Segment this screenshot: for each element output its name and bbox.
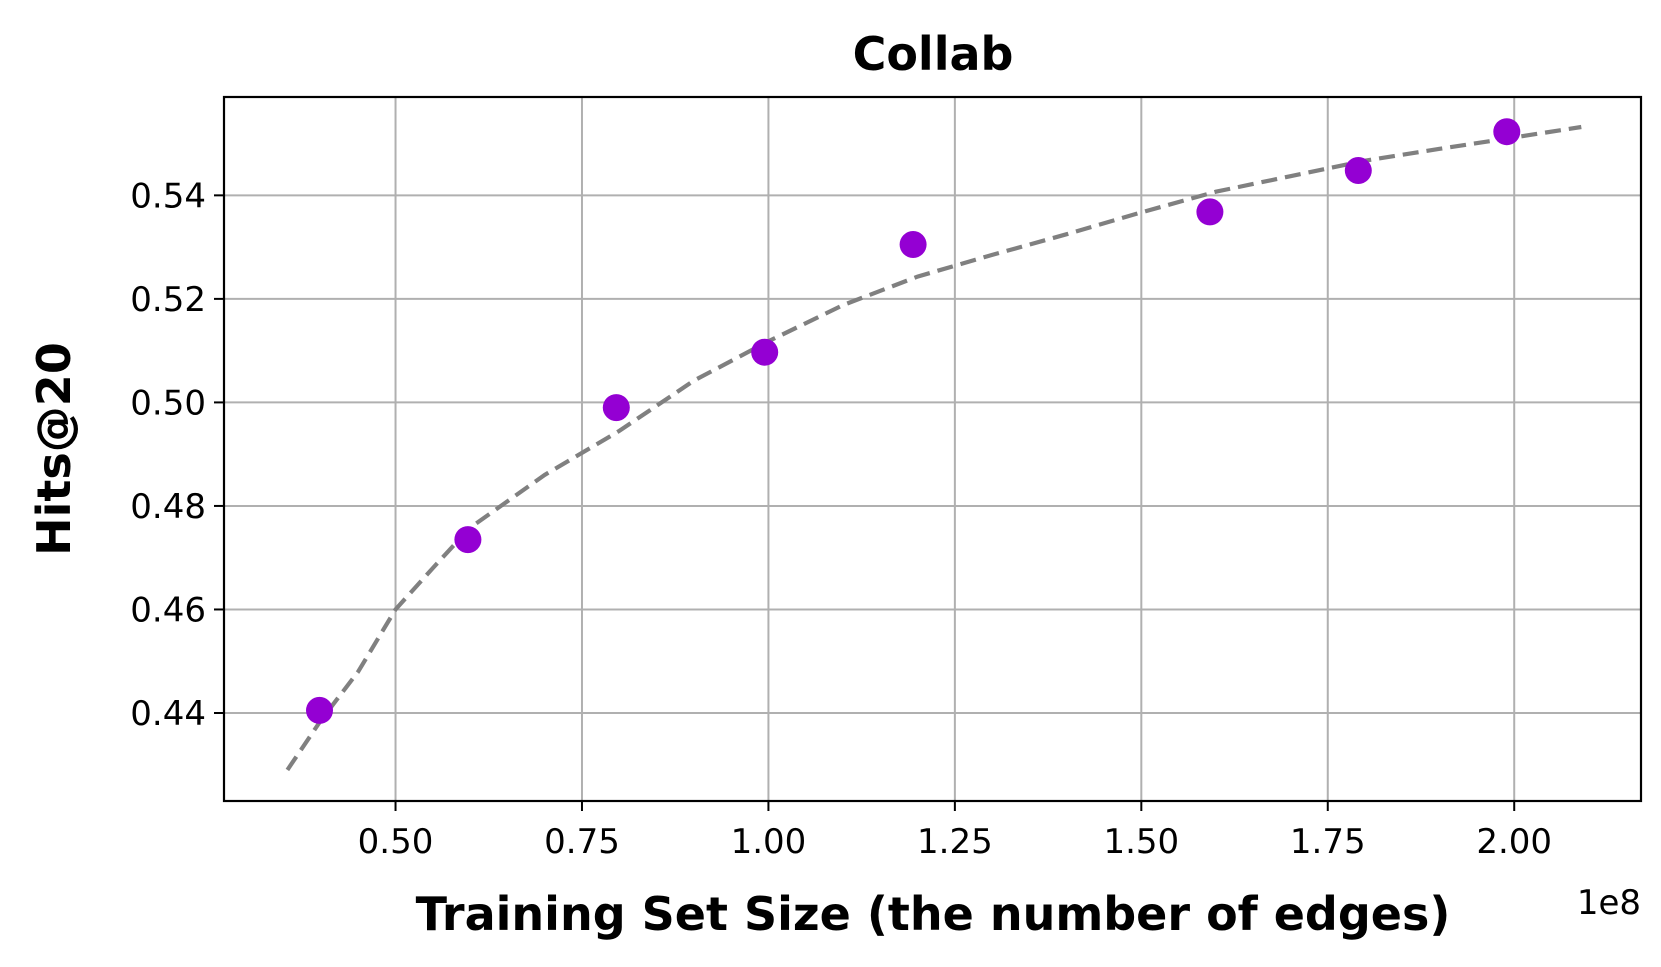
x-tick-label: 2.00: [1476, 822, 1552, 862]
grid: [224, 97, 1641, 801]
x-axis-ticks: 0.50 0.75 1.00 1.25 1.50 1.75 2.00: [358, 801, 1552, 862]
x-tick-label: 0.75: [544, 822, 620, 862]
scatter-point: [454, 526, 482, 554]
x-axis-label: Training Set Size (the number of edges): [416, 887, 1451, 941]
scatter-points: [306, 118, 1521, 724]
scatter-point: [751, 338, 779, 366]
y-tick-label: 0.52: [130, 280, 206, 320]
y-tick-label: 0.46: [130, 590, 206, 630]
plot-frame: [222, 95, 1643, 803]
x-tick-label: 0.50: [358, 822, 434, 862]
y-tick-label: 0.54: [130, 176, 206, 216]
y-axis-ticks: 0.44 0.46 0.48 0.50 0.52 0.54: [130, 176, 224, 734]
fit-curve-line: [285, 124, 1582, 772]
x-tick-label: 1.25: [917, 822, 993, 862]
y-tick-label: 0.48: [130, 487, 206, 527]
y-axis-label: Hits@20: [27, 342, 81, 556]
scatter-point: [602, 394, 630, 422]
y-tick-label: 0.50: [130, 383, 206, 423]
scatter-point: [1196, 198, 1224, 226]
scatter-point: [306, 696, 333, 724]
x-tick-label: 1.00: [731, 822, 807, 862]
scatter-point: [1493, 118, 1521, 146]
x-tick-label: 1.50: [1103, 822, 1179, 862]
x-tick-label: 1.75: [1290, 822, 1366, 862]
chart-title: Collab: [853, 27, 1014, 81]
scatter-point: [899, 231, 927, 258]
y-tick-label: 0.44: [130, 694, 206, 734]
x-axis-offset-label: 1e8: [1577, 883, 1641, 923]
fit-line-layer: [285, 124, 1582, 772]
scatter-point: [1344, 157, 1372, 184]
